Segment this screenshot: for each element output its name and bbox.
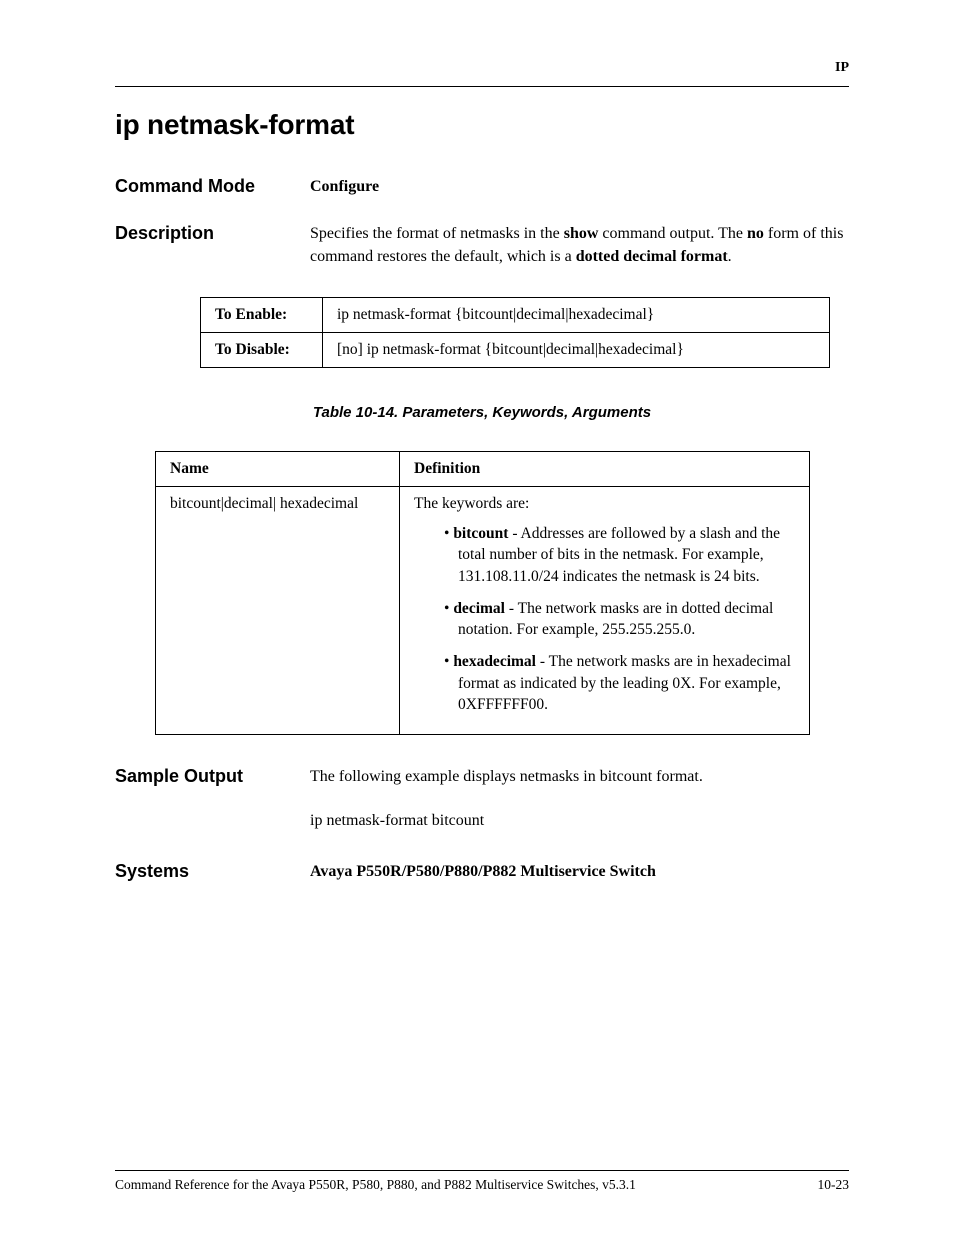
- command-title: ip netmask-format: [115, 109, 849, 141]
- desc-bold1: show: [564, 225, 599, 242]
- command-mode-row: Command Mode Configure: [115, 175, 849, 198]
- footer-left: Command Reference for the Avaya P550R, P…: [115, 1177, 636, 1193]
- bullet-text: - The network masks are in dotted decima…: [458, 600, 773, 639]
- syntax-disable-label: To Disable:: [201, 332, 323, 367]
- params-row0-def: The keywords are: bitcount - Addresses a…: [400, 486, 810, 735]
- bullet-key: hexadecimal: [453, 653, 536, 670]
- systems-value: Avaya P550R/P580/P880/P882 Multiservice …: [310, 860, 849, 883]
- params-row0-intro: The keywords are:: [414, 495, 795, 513]
- params-table: Name Definition bitcount|decimal| hexade…: [155, 451, 810, 736]
- table-row: To Enable: ip netmask-format {bitcount|d…: [201, 297, 830, 332]
- params-col-def: Definition: [400, 451, 810, 486]
- list-item: decimal - The network masks are in dotte…: [444, 598, 795, 641]
- sample-example: ip netmask-format bitcount: [310, 812, 849, 830]
- command-mode-label: Command Mode: [115, 175, 310, 197]
- header-section: IP: [115, 60, 849, 76]
- table-row: bitcount|decimal| hexadecimal The keywor…: [156, 486, 810, 735]
- desc-pre: Specifies the format of netmasks in the: [310, 225, 564, 242]
- footer-rule: [115, 1170, 849, 1171]
- table-row: To Disable: [no] ip netmask-format {bitc…: [201, 332, 830, 367]
- footer-right: 10-23: [818, 1177, 850, 1193]
- desc-bold3: dotted decimal format: [576, 248, 728, 265]
- params-row0-name: bitcount|decimal| hexadecimal: [156, 486, 400, 735]
- description-row: Description Specifies the format of netm…: [115, 222, 849, 268]
- systems-row: Systems Avaya P550R/P580/P880/P882 Multi…: [115, 860, 849, 883]
- sample-output-row: Sample Output The following example disp…: [115, 765, 849, 788]
- list-item: hexadecimal - The network masks are in h…: [444, 651, 795, 716]
- sample-output-text: The following example displays netmasks …: [310, 765, 849, 788]
- syntax-disable-text: [no] ip netmask-format {bitcount|decimal…: [323, 332, 830, 367]
- page: IP ip netmask-format Command Mode Config…: [0, 0, 954, 1235]
- sample-output-label: Sample Output: [115, 765, 310, 787]
- syntax-enable-text: ip netmask-format {bitcount|decimal|hexa…: [323, 297, 830, 332]
- bullet-key: decimal: [453, 600, 505, 617]
- params-bullets: bitcount - Addresses are followed by a s…: [414, 523, 795, 717]
- list-item: bitcount - Addresses are followed by a s…: [444, 523, 795, 588]
- desc-end: .: [728, 248, 732, 265]
- bullet-key: bitcount: [453, 525, 508, 542]
- desc-bold2: no: [747, 225, 764, 242]
- syntax-table: To Enable: ip netmask-format {bitcount|d…: [200, 297, 830, 368]
- table-row: Name Definition: [156, 451, 810, 486]
- syntax-enable-label: To Enable:: [201, 297, 323, 332]
- description-label: Description: [115, 222, 310, 244]
- description-text: Specifies the format of netmasks in the …: [310, 222, 849, 268]
- footer-row: Command Reference for the Avaya P550R, P…: [115, 1177, 849, 1193]
- params-caption: Table 10-14. Parameters, Keywords, Argum…: [115, 404, 849, 421]
- systems-label: Systems: [115, 860, 310, 882]
- page-footer: Command Reference for the Avaya P550R, P…: [115, 1170, 849, 1193]
- params-col-name: Name: [156, 451, 400, 486]
- desc-mid1: command output. The: [598, 225, 747, 242]
- command-mode-value: Configure: [310, 175, 849, 198]
- header-rule: [115, 86, 849, 87]
